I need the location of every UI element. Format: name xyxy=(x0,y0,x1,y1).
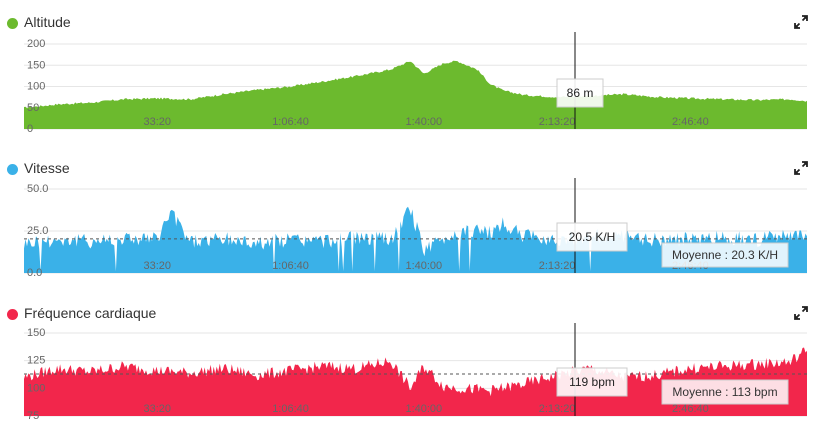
average-badge xyxy=(661,379,789,405)
cursor-value-label: 20.5 K/H xyxy=(569,230,616,244)
x-tick-label: 2:13:20 xyxy=(539,403,576,415)
speed-chart-title: Vitesse xyxy=(24,160,70,176)
altitude-legend-dot[interactable] xyxy=(7,18,18,29)
y-tick-label: 0.0 xyxy=(27,267,42,279)
average-badge xyxy=(661,242,789,268)
x-tick-label: 1:40:00 xyxy=(405,260,442,272)
average-label: Moyenne : 20.3 K/H xyxy=(672,248,778,262)
average-label: Moyenne : 113 bpm xyxy=(672,385,777,399)
x-tick-label: 2:13:20 xyxy=(539,260,576,272)
heart-rate-chart-header: Fréquence cardiaque xyxy=(0,305,814,327)
altitude-expand-icon[interactable] xyxy=(794,15,808,29)
cursor-tooltip xyxy=(556,367,628,397)
speed-chart-panel: Vitesse 50.0 25.0 0.0 33:20 1:06:40 1:40:00 2:… xyxy=(0,160,814,280)
x-tick-label: 2:46:40 xyxy=(672,403,709,415)
y-tick-label: 200 xyxy=(27,38,45,50)
series-area xyxy=(24,347,807,416)
x-tick-label: 33:20 xyxy=(144,116,172,128)
x-tick-label: 33:20 xyxy=(144,403,172,415)
altitude-chart[interactable]: 200 150 100 50 0 33:20 1:06:40 1:40:00 2:13:20 2:… xyxy=(0,14,814,134)
y-tick-label: 50 xyxy=(27,102,39,114)
y-tick-label: 150 xyxy=(27,327,45,339)
y-tick-label: 25.0 xyxy=(27,225,48,237)
x-tick-label: 1:06:40 xyxy=(272,260,309,272)
altitude-chart-header: Altitude xyxy=(0,14,814,36)
cursor-tooltip xyxy=(556,78,604,108)
x-tick-label: 1:40:00 xyxy=(405,116,442,128)
altitude-chart-title: Altitude xyxy=(24,14,71,30)
y-tick-label: 125 xyxy=(27,355,45,367)
cursor-tooltip xyxy=(556,222,628,252)
altitude-chart-panel: Altitude 200 150 100 50 0 33:20 1:06:40 1:40:00… xyxy=(0,14,814,134)
x-tick-label: 33:20 xyxy=(144,260,172,272)
x-tick-label: 1:06:40 xyxy=(272,403,309,415)
x-tick-label: 2:46:40 xyxy=(672,116,709,128)
y-tick-label: 75 xyxy=(27,410,39,422)
series-area xyxy=(24,206,807,273)
heart-rate-chart-panel: Fréquence cardiaque 150 125 100 75 33:20 1:06… xyxy=(0,305,814,435)
cursor-value-label: 86 m xyxy=(567,86,594,100)
y-tick-label: 0 xyxy=(27,123,33,134)
heart-rate-chart-title: Fréquence cardiaque xyxy=(24,305,157,321)
heart-rate-legend-dot[interactable] xyxy=(7,309,18,320)
y-tick-label: 150 xyxy=(27,59,45,71)
heart-rate-chart[interactable]: 150 125 100 75 33:20 1:06:40 1:40:00 2:13:20 2:4… xyxy=(0,305,814,435)
heart-rate-expand-icon[interactable] xyxy=(794,306,808,320)
speed-chart-header: Vitesse xyxy=(0,160,814,182)
x-tick-label: 1:40:00 xyxy=(405,403,442,415)
speed-expand-icon[interactable] xyxy=(794,161,808,175)
series-area xyxy=(24,60,807,129)
y-tick-label: 50.0 xyxy=(27,183,48,195)
cursor-value-label: 119 bpm xyxy=(569,375,615,389)
speed-chart[interactable]: 50.025.00.033:201:06:401:40:002:13:202:4… xyxy=(0,160,814,280)
x-tick-label: 2:13:20 xyxy=(539,116,576,128)
speed-legend-dot[interactable] xyxy=(7,164,18,175)
y-tick-label: 100 xyxy=(27,81,45,93)
y-tick-label: 100 xyxy=(27,382,45,394)
x-tick-label: 1:06:40 xyxy=(272,116,309,128)
